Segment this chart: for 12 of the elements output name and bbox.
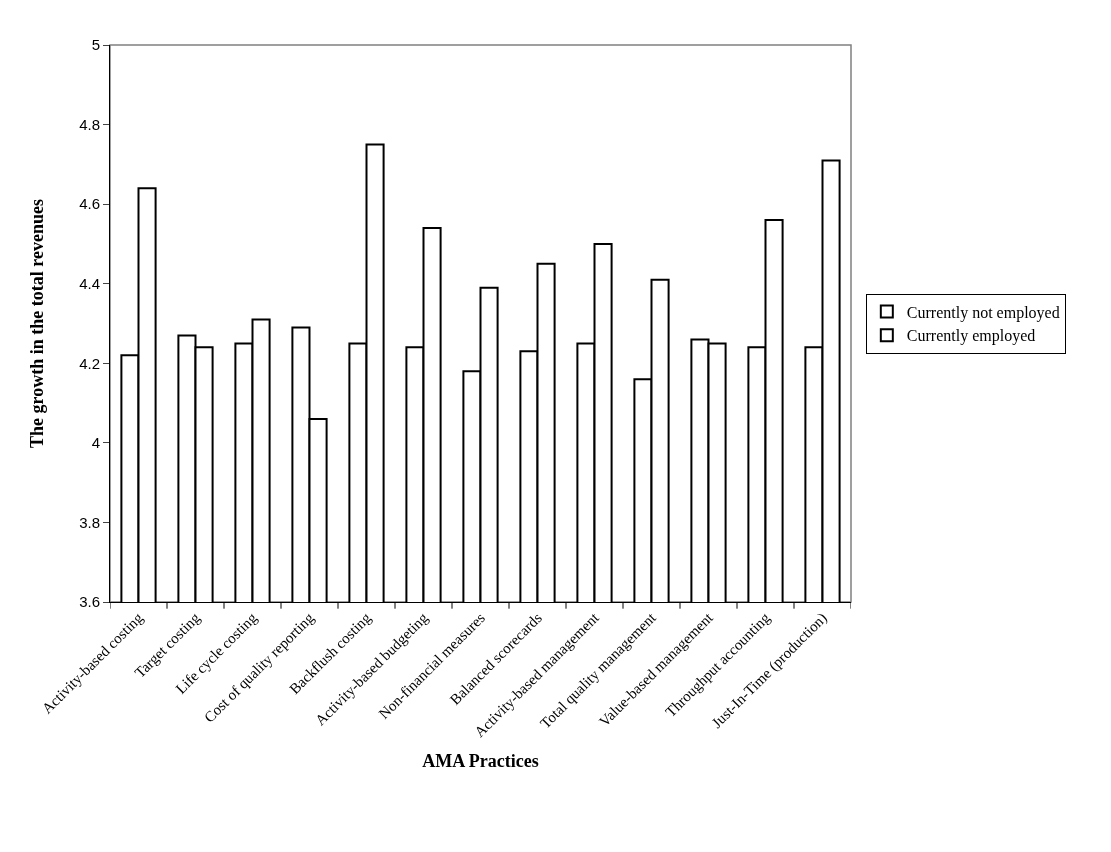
y-tick-label: 4.8	[79, 115, 100, 133]
y-tick-label: 4.2	[79, 354, 100, 372]
legend-label: Currently employed	[906, 327, 1036, 346]
y-tick-label: 3.8	[79, 513, 100, 531]
x-axis-title: AMA Practices	[422, 751, 539, 772]
y-tick-label: 5	[91, 36, 100, 54]
y-tick-label: 3.6	[79, 593, 100, 611]
y-tick-label: 4.4	[79, 274, 100, 292]
y-tick-label: 4	[91, 434, 100, 452]
legend-label: Currently not employed	[906, 303, 1060, 322]
y-tick-label: 4.6	[79, 195, 100, 213]
y-axis-title: The growth in the total revenues	[27, 199, 48, 448]
